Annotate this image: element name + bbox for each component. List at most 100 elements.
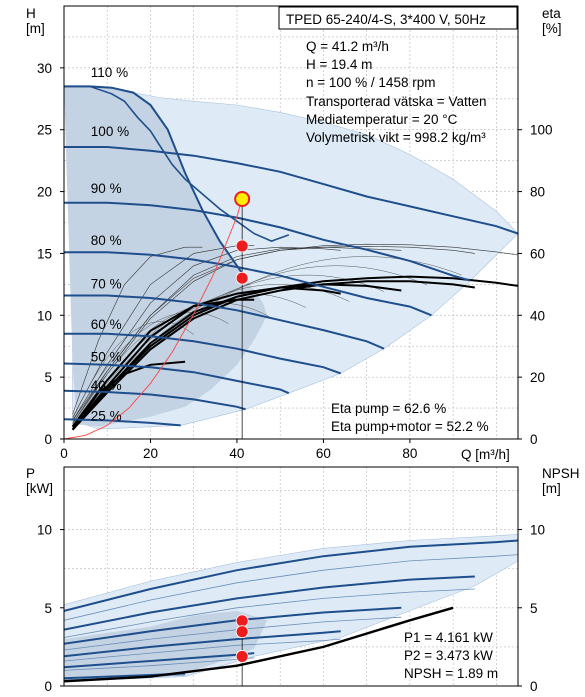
eta-pump-note: Eta pump = 62.6 % [331,401,446,416]
y-tick-label: 30 [37,61,52,76]
efficiency-notes: Eta pump = 62.6 % Eta pump+motor = 52.2 … [331,401,489,434]
p2-curve [64,588,475,638]
y-tick-label: 10 [37,523,52,538]
y2-axis-label-eta: eta [%] [542,6,562,36]
x-tick-label: 80 [402,446,417,461]
eta-thin-curve [72,245,475,424]
p1-readout: P1 = 4.161 kW [404,630,493,645]
y-axis-label-p: P [kW] [26,466,53,496]
speed-label: 60 % [91,317,122,332]
system-curve [64,198,243,439]
efficiency-curve [71,283,402,431]
p1-curve [64,575,475,631]
p1-curve [64,630,341,658]
eta-thin-curve [72,246,341,421]
y-tick-label: 5 [44,601,52,616]
power-markers [235,614,249,663]
head-curve [64,146,518,235]
y2-tick-label: 20 [530,370,545,385]
speed-labels: 110 % 100 % 90 % 80 % 70 % 60 % 50 % 40 % 25 % [91,65,129,424]
head-curve [64,85,247,279]
efficiency-curve [71,280,475,431]
y-tick-label: 0 [44,432,52,447]
speed-label: 100 % [91,124,129,139]
power-curves [64,539,518,686]
info-line: n = 100 % / 1458 rpm [306,75,435,90]
head-curve [64,332,342,375]
eta-fan-curve [72,312,229,423]
y-tick-label: 15 [37,246,52,261]
speed-label: 90 % [91,181,122,196]
power-marker [235,650,249,663]
x-tick-label: 0 [60,446,68,461]
power-tick-labels: 0 5 10 0 5 10 [37,523,545,694]
efficiency-curves [71,243,518,431]
head-curve [64,85,290,242]
efficiency-curve [71,275,518,428]
speed-label: 50 % [91,349,122,364]
efficiency-curve [71,286,341,431]
speed-label: 110 % [91,65,128,80]
info-line: Transporterad vätska = Vatten [306,94,486,109]
y-tick-label: 20 [37,185,52,200]
head-markers [234,190,251,285]
info-line: Mediatemperatur = 20 °C [306,112,458,127]
power-readouts: P1 = 4.161 kW P2 = 3.473 kW NPSH = 1.89 … [404,630,498,681]
y2-tick-label: 0 [530,679,538,694]
power-plot-frame [63,466,519,687]
eta-thin-curve [72,246,203,415]
y-axis-label-h: H [m] [26,6,45,36]
eta-fan-curve [72,302,272,425]
y2-tick-label: 80 [530,185,545,200]
eta-thin-curve [72,246,402,424]
p1-curve [64,539,518,612]
curve-marker [235,239,249,253]
y2-tick-label: 100 [530,123,553,138]
head-curve [64,294,385,350]
eta-fan-curve [72,321,194,420]
x-axis-label: Q [m³/h] [461,447,510,462]
y-tick-label: 10 [37,308,52,323]
x-tick-label: 40 [229,446,244,461]
head-plot-frame [63,5,519,440]
speed-label: 80 % [91,233,122,248]
head-curves [64,85,518,439]
title-box [278,6,518,30]
speed-label: 70 % [91,276,122,291]
x-tick-label: 60 [316,446,331,461]
p2-curve [64,638,341,662]
y2-tick-label: 60 [530,246,545,261]
y2-axis-label-npsh: NPSH [m] [542,466,580,496]
head-curve [64,201,471,282]
y-tick-label: 5 [44,370,52,385]
head-curve [64,362,290,395]
curve-marker [235,271,249,285]
y2-tick-label: 10 [530,523,545,538]
eta-motor-note: Eta pump+motor = 52.2 % [331,419,489,434]
info-line: Q = 41.2 m³/h [306,39,389,54]
y2-tick-label: 0 [530,432,538,447]
head-curve [64,251,432,317]
y-tick-label: 25 [37,123,52,138]
x-tick-label: 20 [143,446,158,461]
npsh-curve [64,606,454,683]
operating-point [234,190,251,207]
y2-tick-label: 40 [530,308,545,323]
head-curve [64,389,246,411]
p2-curve [64,554,518,621]
efficiency-curve [71,360,186,431]
info-line: H = 19.4 m [306,57,372,72]
npsh-readout: NPSH = 1.89 m [404,666,498,681]
head-tick-labels: 0 5 10 15 20 25 30 0 20 40 60 80 100 0 20 40 60 80 [37,61,553,461]
head-curve [64,418,181,427]
y2-tick-label: 5 [530,601,538,616]
speed-label: 25 % [91,409,122,424]
p2-readout: P2 = 3.473 kW [404,648,493,663]
speed-label: 40 % [91,378,122,393]
info-line: Volymetrisk vikt = 998.2 kg/m³ [306,130,486,145]
efficiency-curve [71,298,255,428]
operating-info: Q = 41.2 m³/h H = 19.4 m n = 100 % / 145… [306,39,486,145]
y-tick-label: 0 [44,679,52,694]
power-marker [235,625,249,639]
